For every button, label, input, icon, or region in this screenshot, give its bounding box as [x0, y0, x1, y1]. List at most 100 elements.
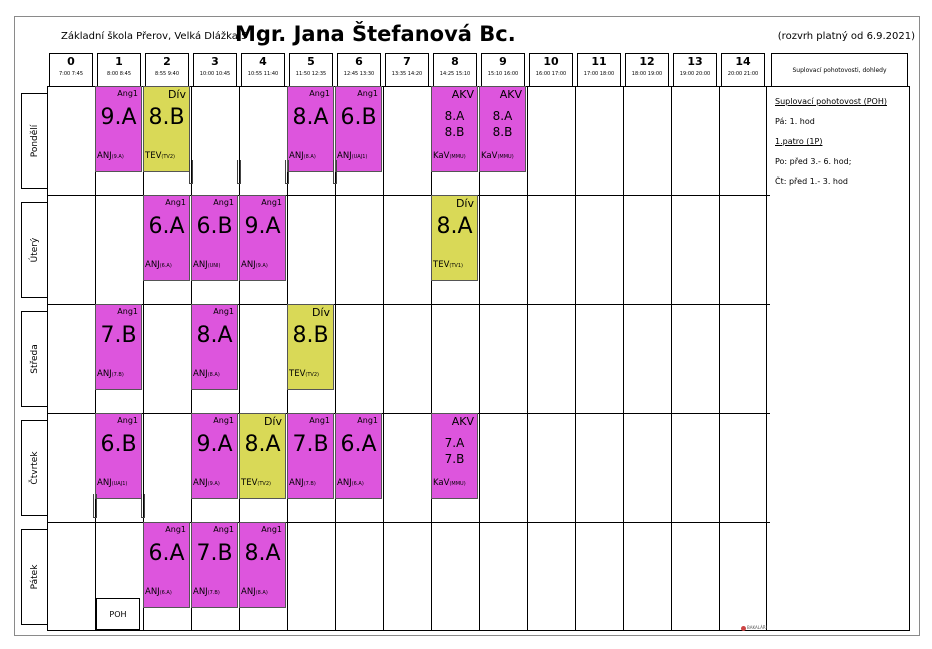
lesson-subject: Ang1	[357, 89, 378, 98]
lesson-room: TEV(TV2)	[145, 151, 175, 161]
lesson-room-code: (8.A)	[255, 590, 268, 596]
column-divider	[383, 86, 384, 631]
lesson-subject: Dív	[455, 197, 474, 210]
supervision-line: Pá: 1. hod	[775, 117, 815, 126]
split-marker	[189, 160, 193, 184]
period-time: 11:50 12:35	[295, 71, 327, 77]
lesson-class: 9.A	[244, 214, 281, 239]
lesson-subject: Ang1	[309, 89, 330, 98]
lesson-class: 8.B	[444, 125, 465, 139]
period-time: 8:00 8:45	[106, 71, 132, 77]
period-time: 13:35 14:20	[391, 71, 423, 77]
lesson-room-code: (UAJ1)	[111, 481, 128, 487]
period-number: 14	[735, 55, 751, 68]
period-time: 19:00 20:00	[679, 71, 711, 77]
lesson-subject: Ang1	[213, 307, 234, 316]
lesson-class: 8.B	[292, 323, 329, 348]
period-number: 4	[259, 55, 267, 68]
lesson-subject: Ang1	[117, 416, 138, 425]
period-header-2: 2 8:55 9:40	[145, 53, 189, 86]
period-number: 11	[591, 55, 607, 68]
lesson-room: ANJ(UNI)	[193, 260, 221, 270]
column-divider	[575, 86, 576, 631]
lesson-subject: AKV	[451, 415, 474, 428]
lesson-room-code: (6.A)	[351, 481, 364, 487]
lesson-card: Ang1 6.B ANJ(UNI)	[191, 195, 238, 281]
lesson-room: ANJ(7.B)	[97, 369, 124, 379]
lesson-subject: AKV	[499, 88, 522, 101]
period-time: 10:55 11:40	[247, 71, 279, 77]
lesson-room-code: (TV2)	[161, 154, 175, 160]
lesson-card: Dív 8.A TEV(TV2)	[239, 413, 286, 499]
lesson-room: ANJ(8.A)	[193, 369, 220, 379]
row-divider	[47, 304, 770, 305]
lesson-card: Ang1 7.B ANJ(7.B)	[191, 522, 238, 608]
column-divider	[335, 86, 336, 631]
lesson-class: 8.A	[244, 541, 281, 566]
period-header-13: 13 19:00 20:00	[673, 53, 717, 86]
day-tab: Středa	[21, 311, 47, 407]
lesson-class: 8.B	[148, 105, 185, 130]
column-divider	[623, 86, 624, 631]
validity-note: (rozvrh platný od 6.9.2021)	[777, 31, 915, 42]
lesson-room: ANJ(7.B)	[289, 478, 316, 488]
lesson-room: KaV(MMU)	[481, 151, 514, 161]
period-header-5: 5 11:50 12:35	[289, 53, 333, 86]
poh-badge: POH	[96, 598, 140, 630]
logo-icon	[741, 625, 746, 631]
lesson-card: Ang1 7.B ANJ(7.B)	[287, 413, 334, 499]
period-time: 12:45 13:30	[343, 71, 375, 77]
school-name: Základní škola Přerov, Velká Dlážka 5	[61, 31, 248, 42]
lesson-subject: Ang1	[357, 416, 378, 425]
lesson-class: 8.A	[492, 109, 513, 123]
period-number: 13	[687, 55, 703, 68]
period-time: 14:25 15:10	[439, 71, 471, 77]
lesson-subject: Dív	[263, 415, 282, 428]
split-marker	[237, 160, 241, 184]
period-time: 8:55 9:40	[154, 71, 180, 77]
period-header-10: 10 16:00 17:00	[529, 53, 573, 86]
period-header-11: 11 17:00 18:00	[577, 53, 621, 86]
lesson-room-code: (6.A)	[159, 590, 172, 596]
lesson-room-code: (TV2)	[257, 481, 271, 487]
lesson-card: AKV 8.A 8.B KaV(MMU)	[431, 86, 478, 172]
row-divider	[47, 195, 770, 196]
timetable-grid	[47, 86, 910, 631]
period-header-6: 6 12:45 13:30	[337, 53, 381, 86]
lesson-room: ANJ(9.A)	[193, 478, 220, 488]
column-divider	[527, 86, 528, 631]
lesson-class: 8.A	[292, 105, 329, 130]
column-divider	[239, 86, 240, 631]
lesson-room: ANJ(7.B)	[193, 587, 220, 597]
lesson-card: Dív 8.A TEV(TV1)	[431, 195, 478, 281]
lesson-subject: Ang1	[213, 525, 234, 534]
lesson-subject: Ang1	[261, 525, 282, 534]
period-number: 3	[211, 55, 219, 68]
lesson-room-code: (MMU)	[497, 154, 514, 160]
lesson-card: AKV 7.A 7.B KaV(MMU)	[431, 413, 478, 499]
supervision-title: Suplovací pohotovost (POH)	[775, 97, 887, 106]
lesson-room-code: (MMU)	[449, 154, 466, 160]
lesson-room: ANJ(9.A)	[97, 151, 124, 161]
lesson-room: ANJ(6.A)	[337, 478, 364, 488]
lesson-room: ANJ(8.A)	[289, 151, 316, 161]
logo-text: BAKALÁŘI	[747, 625, 767, 630]
day-label: Pátek	[29, 564, 40, 590]
lesson-class: 8.A	[444, 109, 465, 123]
supervision-header: Suplovací pohotovosti, dohledy	[771, 53, 908, 86]
period-header-7: 7 13:35 14:20	[385, 53, 429, 86]
lesson-subject: Ang1	[213, 198, 234, 207]
lesson-card: Ang1 8.A ANJ(8.A)	[191, 304, 238, 390]
period-number: 6	[355, 55, 363, 68]
column-divider	[671, 86, 672, 631]
split-marker	[93, 494, 97, 518]
row-divider	[47, 413, 770, 414]
lesson-class: 8.A	[436, 214, 473, 239]
lesson-card: Ang1 6.A ANJ(6.A)	[335, 413, 382, 499]
day-tab: Pondělí	[21, 93, 47, 189]
lesson-room-code: (9.A)	[111, 154, 124, 160]
day-label: Středa	[29, 344, 40, 374]
column-divider	[143, 86, 144, 631]
column-divider	[719, 86, 720, 631]
period-number: 10	[543, 55, 559, 68]
